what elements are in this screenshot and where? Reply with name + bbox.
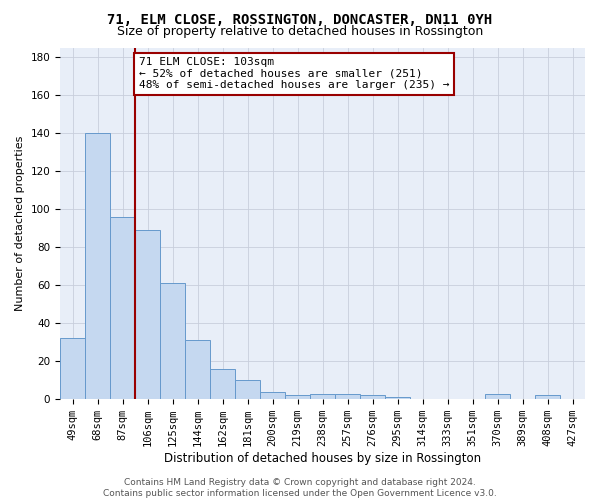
Bar — [110, 216, 135, 399]
Bar — [260, 392, 285, 399]
Text: 71, ELM CLOSE, ROSSINGTON, DONCASTER, DN11 0YH: 71, ELM CLOSE, ROSSINGTON, DONCASTER, DN… — [107, 12, 493, 26]
Bar — [185, 340, 210, 399]
Bar — [485, 394, 510, 399]
Bar — [160, 283, 185, 399]
Text: Contains HM Land Registry data © Crown copyright and database right 2024.
Contai: Contains HM Land Registry data © Crown c… — [103, 478, 497, 498]
Bar — [135, 230, 160, 399]
Bar — [310, 394, 335, 399]
Bar — [235, 380, 260, 399]
Bar — [335, 394, 360, 399]
X-axis label: Distribution of detached houses by size in Rossington: Distribution of detached houses by size … — [164, 452, 481, 465]
Text: 71 ELM CLOSE: 103sqm
← 52% of detached houses are smaller (251)
48% of semi-deta: 71 ELM CLOSE: 103sqm ← 52% of detached h… — [139, 57, 449, 90]
Text: Size of property relative to detached houses in Rossington: Size of property relative to detached ho… — [117, 25, 483, 38]
Bar — [210, 369, 235, 399]
Bar — [360, 396, 385, 399]
Bar — [285, 396, 310, 399]
Bar — [85, 133, 110, 399]
Bar — [60, 338, 85, 399]
Bar — [535, 396, 560, 399]
Bar — [385, 398, 410, 399]
Y-axis label: Number of detached properties: Number of detached properties — [15, 136, 25, 311]
